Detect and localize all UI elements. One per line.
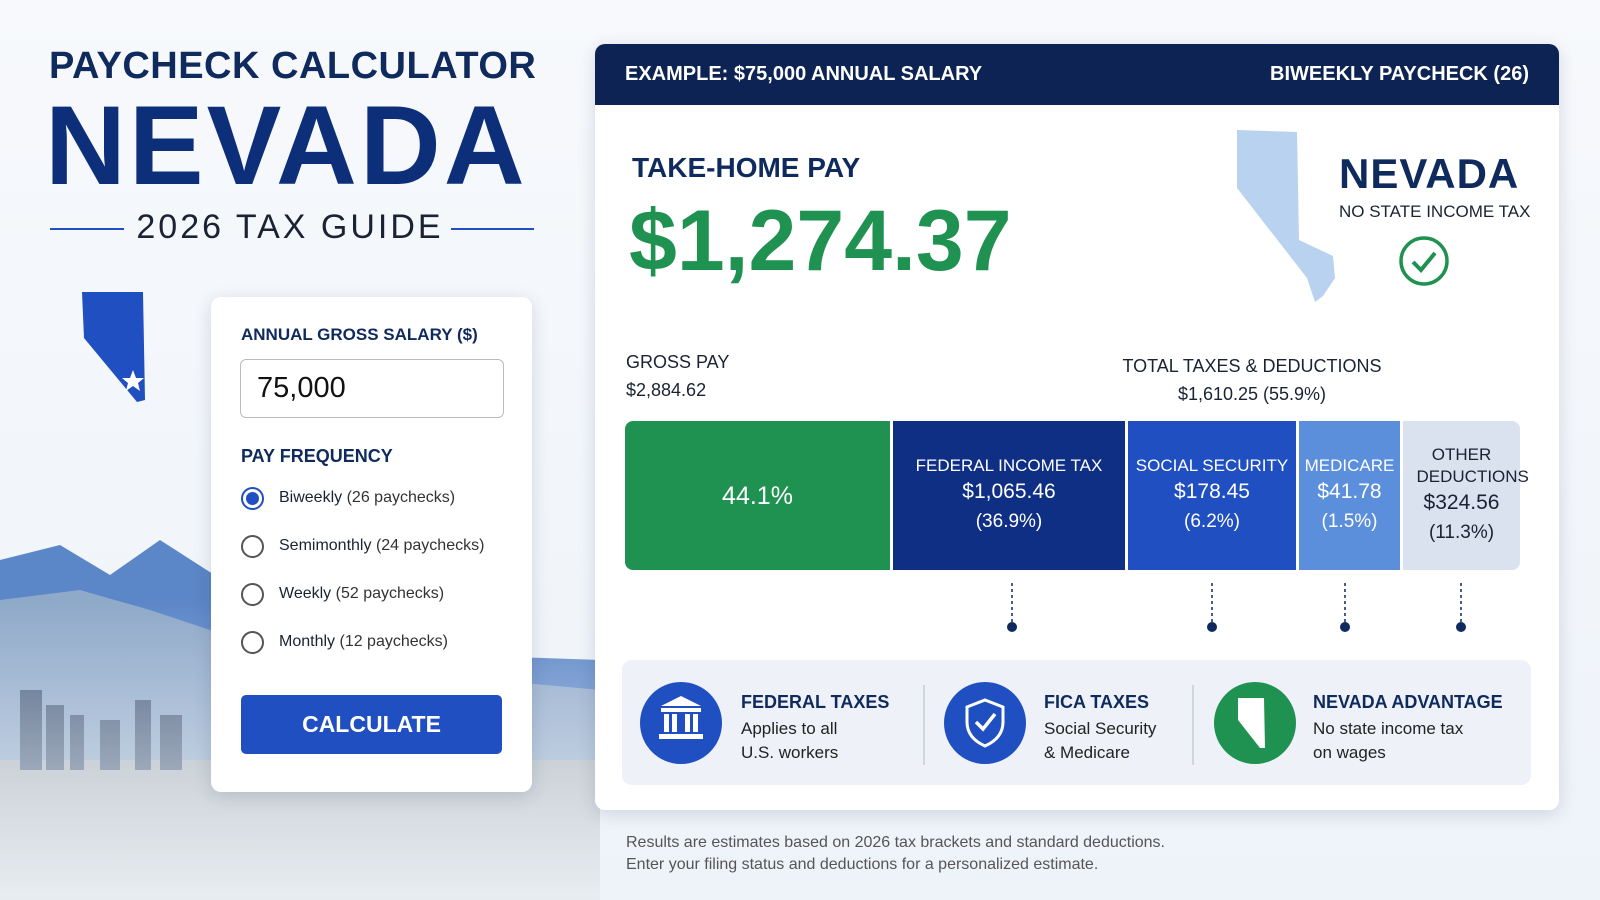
option-detail: (12 paychecks) xyxy=(339,633,448,650)
option-name: Weekly xyxy=(279,585,332,602)
subtitle: 2026 TAX GUIDE xyxy=(136,208,444,246)
info-line: Applies to all xyxy=(741,719,838,738)
segment-amount: $324.56 xyxy=(1423,490,1500,514)
info-line: No state income tax xyxy=(1313,719,1464,738)
option-name: Biweekly xyxy=(279,489,343,506)
rule xyxy=(50,228,124,230)
gross-label: GROSS PAY xyxy=(626,352,730,372)
segment-label: SOCIAL SECURITY xyxy=(1135,455,1289,475)
state-map xyxy=(1237,130,1335,302)
banner xyxy=(595,44,1559,105)
banner-left: EXAMPLE: $75,000 ANNUAL SALARY xyxy=(625,63,983,85)
segment-label: 44.1% xyxy=(722,481,793,510)
kicker: PAYCHECK CALCULATOR xyxy=(49,45,537,87)
segment-share: (1.5%) xyxy=(1321,510,1378,532)
state-title: NEVADA xyxy=(45,83,528,208)
take-home-label: TAKE-HOME PAY xyxy=(632,152,861,183)
option[interactable]: Biweekly (26 paychecks) xyxy=(241,487,456,510)
info-item: FEDERAL TAXES Applies to all U.S. workers xyxy=(741,692,889,765)
info-item: NEVADA ADVANTAGE No state income tax on wa… xyxy=(1313,692,1503,765)
option-detail: (26 paychecks) xyxy=(346,489,456,506)
rule xyxy=(451,228,534,230)
segment: MEDICARE $41.78 (1.5%) xyxy=(1299,421,1402,570)
segment-amount: $41.78 xyxy=(1317,479,1382,503)
option[interactable]: Monthly (12 paychecks) xyxy=(241,631,448,654)
option-name: Monthly xyxy=(279,633,336,650)
footnote: Results are estimates based on 2026 tax … xyxy=(626,832,1165,876)
segment-label: FEDERAL INCOME TAX xyxy=(915,455,1103,475)
segment-label: MEDICARE xyxy=(1304,455,1395,475)
info-line: U.S. workers xyxy=(741,743,839,762)
state-name: NEVADA xyxy=(1339,150,1520,197)
radio xyxy=(241,535,264,558)
segment: 44.1% xyxy=(625,421,892,570)
segment-label: OTHER DEDUCTIONS xyxy=(1416,444,1529,486)
state-note: NO STATE INCOME TAX xyxy=(1339,202,1531,221)
form-card: ANNUAL GROSS SALARY ($) 75,000 PAY FREQU… xyxy=(211,297,532,792)
segment: SOCIAL SECURITY $178.45 (6.2%) xyxy=(1128,421,1298,570)
info-title: FEDERAL TAXES xyxy=(741,692,890,712)
info-title: NEVADA ADVANTAGE xyxy=(1313,692,1503,712)
deductions: TOTAL TAXES & DEDUCTIONS $1,610.25 (55.9… xyxy=(1052,352,1452,408)
radio xyxy=(241,631,264,654)
info-line: & Medicare xyxy=(1044,743,1130,762)
info-line: on wages xyxy=(1313,743,1386,762)
option[interactable]: Semimonthly (24 paychecks) xyxy=(241,535,485,558)
footnote-line: Results are estimates based on 2026 tax … xyxy=(626,834,1165,851)
segment-share: (6.2%) xyxy=(1184,510,1240,532)
deductions-label: TOTAL TAXES & DEDUCTIONS xyxy=(1122,356,1382,376)
segment: OTHER DEDUCTIONS $324.56 (11.3%) xyxy=(1403,421,1529,570)
salary-label: ANNUAL GROSS SALARY ($) xyxy=(241,325,478,344)
take-home-value: $1,274.37 xyxy=(629,193,1012,289)
salary-input[interactable]: 75,000 xyxy=(240,359,504,418)
banner-right: BIWEEKLY PAYCHECK (26) xyxy=(1270,63,1529,85)
gross-value: $2,884.62 xyxy=(626,380,707,400)
segment: FEDERAL INCOME TAX $1,065.46 (36.9%) xyxy=(893,421,1127,570)
option-detail: (52 paychecks) xyxy=(335,585,445,602)
footnote-line: Enter your filing status and deductions … xyxy=(626,856,1099,873)
segment-amount: $1,065.46 xyxy=(962,479,1056,503)
info-title: FICA TAXES xyxy=(1044,692,1150,712)
radio xyxy=(241,583,264,606)
gross: GROSS PAY $2,884.62 xyxy=(626,348,729,404)
info-item: FICA TAXES Social Security & Medicare xyxy=(1044,692,1156,765)
frequency-label: PAY FREQUENCY xyxy=(241,446,393,466)
segment-share: (36.9%) xyxy=(975,510,1043,532)
calculate-button[interactable]: CALCULATE xyxy=(241,695,502,754)
info-line: Social Security xyxy=(1044,719,1157,738)
option-detail: (24 paychecks) xyxy=(375,537,485,554)
segment-share: (11.3%) xyxy=(1428,521,1495,543)
check-icon xyxy=(1399,236,1449,286)
option[interactable]: Weekly (52 paychecks) xyxy=(241,583,445,606)
radio xyxy=(241,487,264,510)
option-name: Semimonthly xyxy=(279,537,372,554)
deductions-value: $1,610.25 (55.9%) xyxy=(1177,384,1327,404)
segment-amount: $178.45 xyxy=(1174,479,1250,503)
